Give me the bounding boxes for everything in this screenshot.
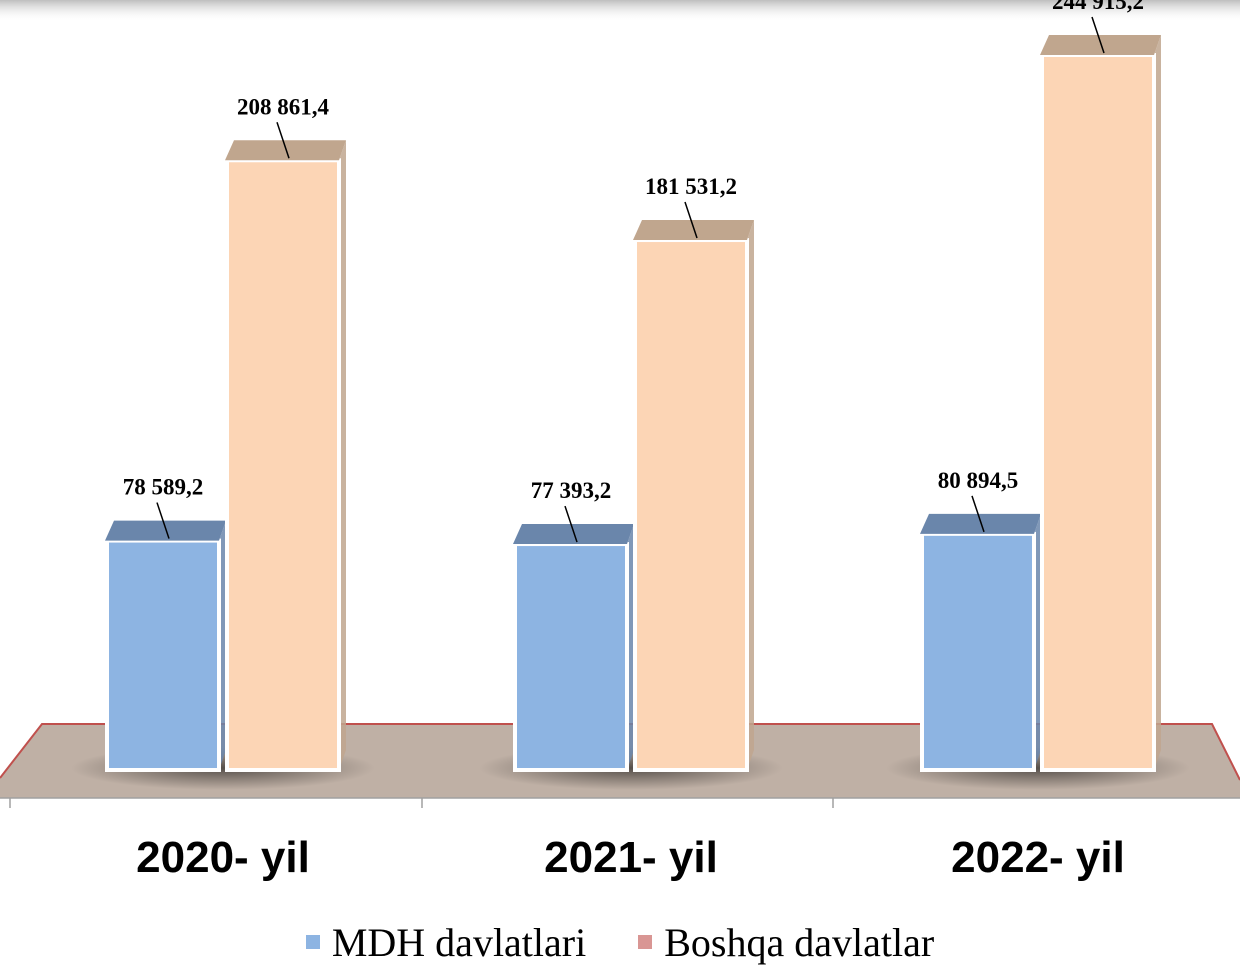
legend-swatch-boshqa xyxy=(638,935,653,949)
bars-group xyxy=(71,35,1190,790)
data-label-leader xyxy=(1091,16,1105,54)
data-label: 181 531,2 xyxy=(645,174,737,199)
top-shadow-band xyxy=(0,0,1240,22)
data-label: 80 894,5 xyxy=(938,468,1019,493)
bar-top-face xyxy=(225,140,346,161)
category-labels-group: 2020- yil 2021- yil 2022- yil xyxy=(136,833,1125,882)
bar-top-face xyxy=(105,520,226,541)
category-label: 2021- yil xyxy=(544,833,718,882)
legend-label-boshqa: Boshqa davlatlar xyxy=(664,919,935,965)
data-label: 208 861,4 xyxy=(237,94,330,119)
legend-label-mdh: MDH davlatlari xyxy=(331,919,587,965)
data-label-leader xyxy=(564,505,578,543)
bar xyxy=(1040,53,1156,772)
legend-item-mdh: MDH davlatlari xyxy=(305,919,587,966)
bar xyxy=(513,542,629,772)
data-label: 77 393,2 xyxy=(531,478,612,503)
bar xyxy=(105,538,221,772)
legend-swatch-mdh xyxy=(305,935,320,949)
top-shadow-strip xyxy=(0,0,1240,22)
legend-item-boshqa: Boshqa davlatlar xyxy=(638,919,934,966)
bar-top-face xyxy=(513,524,634,545)
bar-top-face xyxy=(1040,35,1161,55)
bar-top-face xyxy=(633,220,754,241)
data-label-leader xyxy=(684,201,698,239)
category-label: 2020- yil xyxy=(136,833,310,882)
data-label-leader xyxy=(971,495,985,533)
data-label-leader xyxy=(276,122,290,159)
category-label: 2022- yil xyxy=(951,833,1125,882)
data-labels-group: 78 589,2 208 861,4 77 393,2 181 531,2 80 894… xyxy=(123,0,1144,543)
data-label: 78 589,2 xyxy=(123,475,204,500)
bar xyxy=(633,238,749,772)
bar xyxy=(225,158,341,773)
legend: MDH davlatlari Boshqa davlatlar xyxy=(0,912,1240,972)
data-label: 244 915,2 xyxy=(1052,0,1144,14)
bar xyxy=(920,531,1036,772)
data-label-leader xyxy=(156,502,170,539)
bar-top-face xyxy=(920,513,1041,534)
